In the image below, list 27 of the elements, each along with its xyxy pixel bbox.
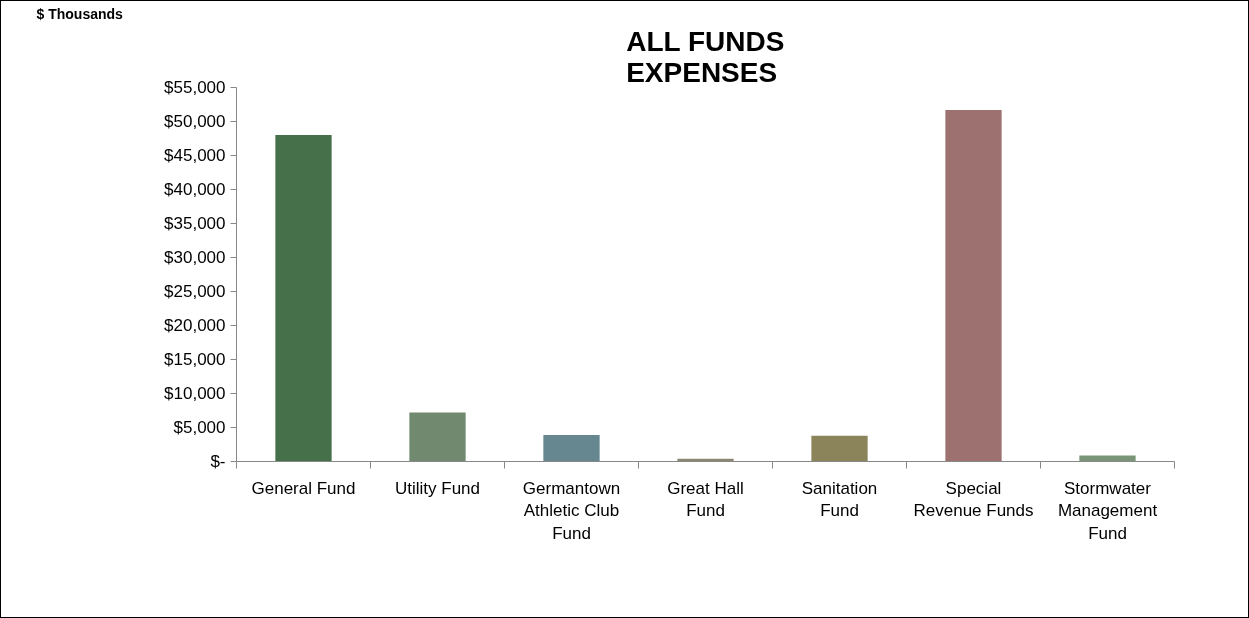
y-tick-label: $35,000 xyxy=(164,214,226,233)
text: $ Thousands xyxy=(36,5,124,22)
y-tick-label: $- xyxy=(210,452,226,471)
x-tick-label: Utility Fund xyxy=(394,478,481,498)
x-tick-label: Stormwater Management Fund xyxy=(1057,478,1158,544)
y-tick-label: $25,000 xyxy=(164,282,226,301)
x-tick-label: General Fund xyxy=(251,478,356,498)
bar xyxy=(275,135,332,462)
y-tick-label: $50,000 xyxy=(164,112,226,131)
bar xyxy=(409,412,466,462)
bar xyxy=(1079,455,1136,462)
chart-title: ALL FUNDS EXPENSES xyxy=(626,25,785,88)
y-tick-label: $20,000 xyxy=(164,316,226,335)
y-tick-label: $10,000 xyxy=(164,384,226,403)
y-tick-label: $30,000 xyxy=(164,248,226,267)
x-tick-label: Special Revenue Funds xyxy=(913,478,1034,521)
y-tick-label: $15,000 xyxy=(164,350,226,369)
y-tick-label: $55,000 xyxy=(164,78,226,97)
bar xyxy=(543,434,600,462)
y-tick-label: $45,000 xyxy=(164,146,226,165)
y-tick-label: $40,000 xyxy=(164,180,226,199)
bar xyxy=(811,435,868,462)
x-tick-label: Great Hall Fund xyxy=(667,478,744,521)
y-tick-label: $5,000 xyxy=(173,418,226,437)
bar xyxy=(945,109,1002,462)
x-tick-label: Sanitation Fund xyxy=(801,478,878,521)
x-tick-label: Germantown Athletic Club Fund xyxy=(522,478,621,544)
